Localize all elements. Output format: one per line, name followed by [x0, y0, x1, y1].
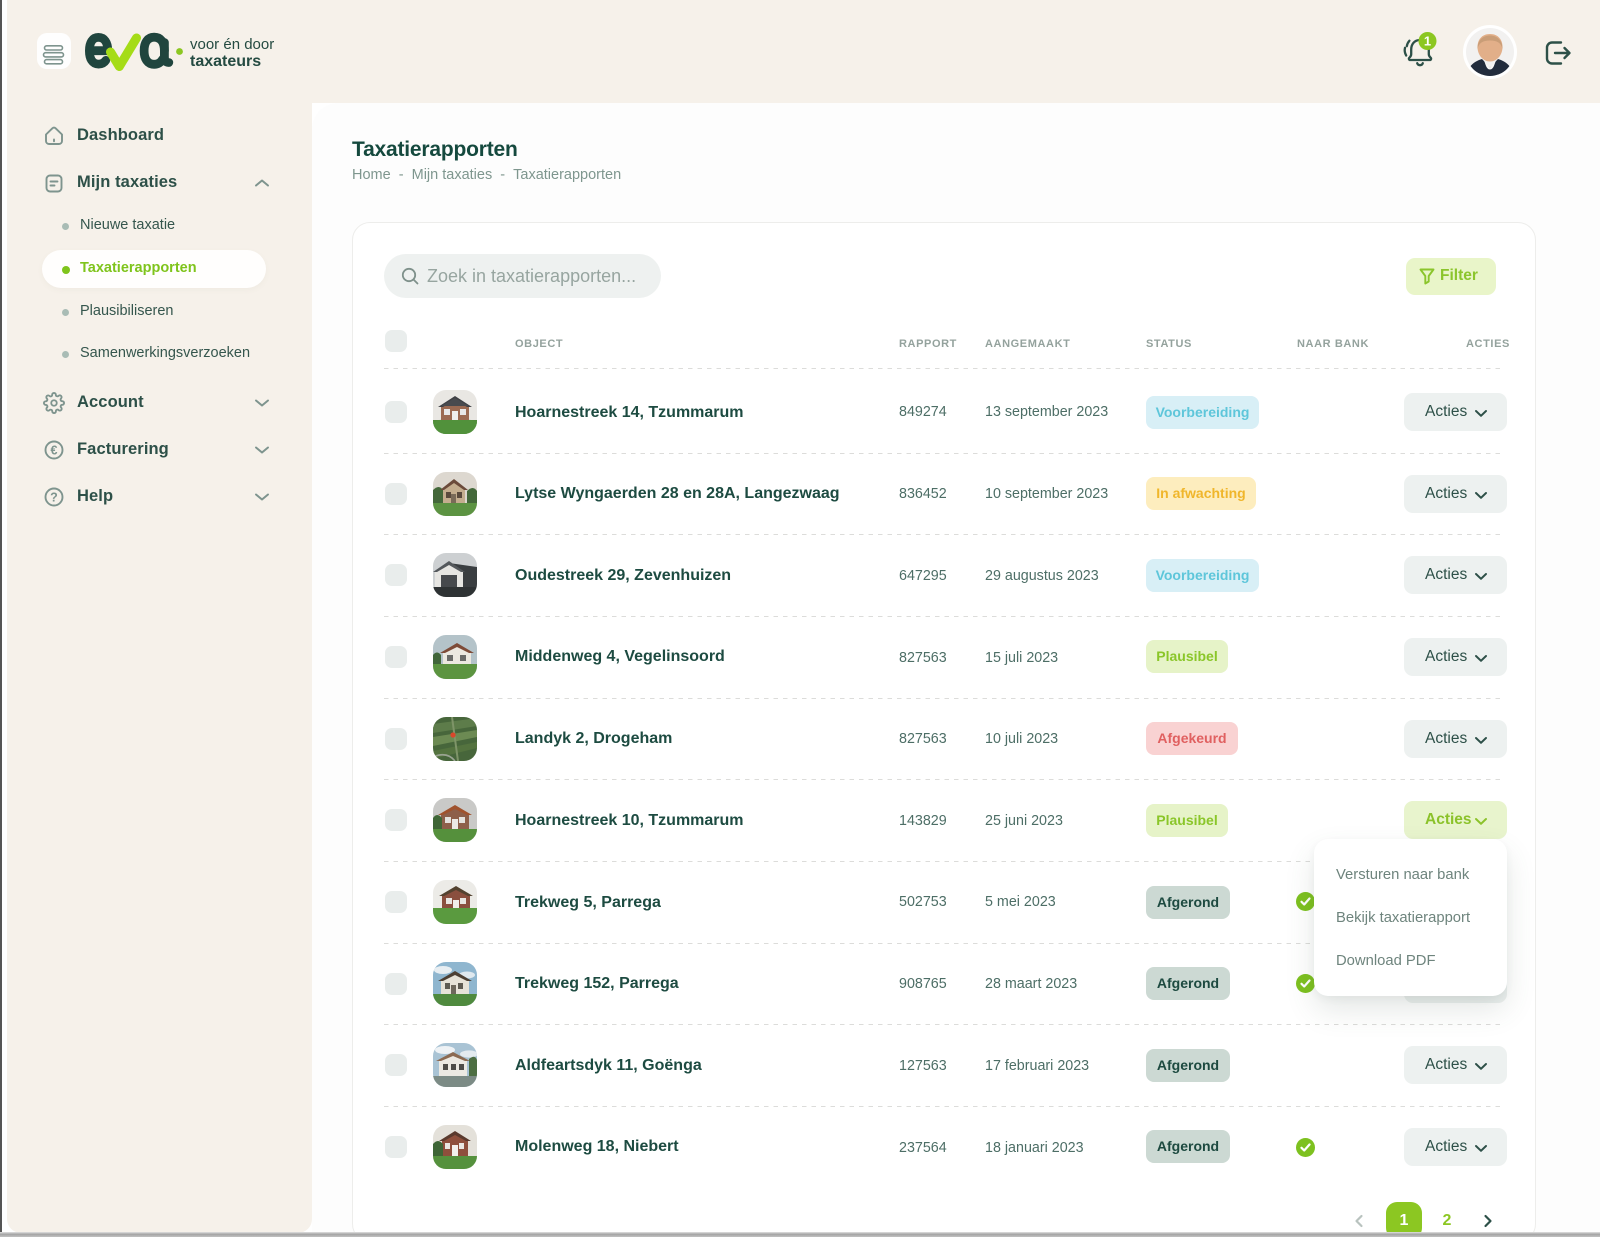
svg-text:€: € — [51, 443, 58, 457]
svg-text:?: ? — [50, 490, 58, 504]
svg-text:voor én door: voor én door — [190, 36, 274, 53]
svg-text:1: 1 — [1424, 34, 1431, 49]
svg-text:taxateurs: taxateurs — [190, 53, 261, 70]
